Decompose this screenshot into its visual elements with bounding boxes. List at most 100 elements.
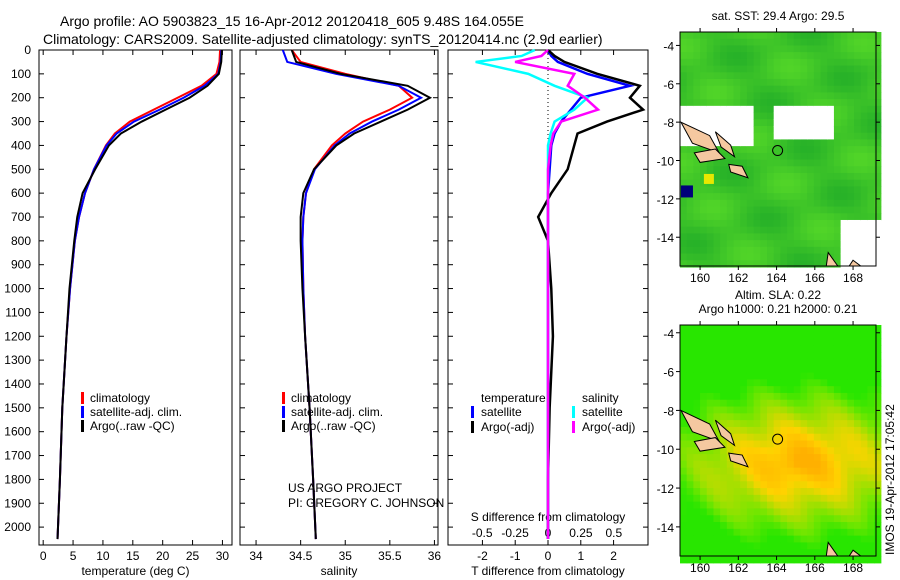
map-cell: [840, 352, 848, 360]
map-cell: [793, 379, 802, 387]
map-cell: [746, 172, 755, 181]
map-cell: [800, 454, 808, 462]
map-cell: [874, 85, 882, 94]
y-tick-label: 1000: [4, 282, 31, 296]
map-cell: [827, 119, 835, 127]
map-cell: [807, 331, 815, 340]
map-cell: [827, 379, 835, 387]
map-cell: [767, 179, 775, 188]
map-cell: [847, 179, 855, 188]
map-cell: [760, 65, 768, 73]
map-cell: [800, 125, 808, 134]
map-cell: [833, 515, 842, 523]
map-cell: [700, 372, 708, 380]
map-cell: [780, 219, 788, 228]
map-cell: [726, 132, 735, 141]
map-cell: [706, 454, 715, 462]
map-cell: [807, 226, 815, 234]
map-cell: [847, 159, 855, 167]
map-cell: [807, 260, 815, 268]
map-cell: [874, 481, 882, 489]
map-cell: [740, 260, 748, 268]
map-cell: [820, 132, 828, 141]
map-cell: [787, 125, 795, 134]
map-cell: [867, 379, 875, 387]
map-cell: [767, 399, 775, 408]
map-cell: [860, 474, 868, 482]
map-cell: [833, 413, 842, 421]
map-cell: [733, 501, 741, 510]
map-cell: [787, 433, 795, 442]
map-cell: [840, 528, 848, 537]
map-cell: [760, 467, 768, 476]
map-cell: [833, 78, 842, 87]
map-cell: [740, 206, 748, 214]
map-cell: [680, 460, 688, 469]
map-cell: [680, 99, 688, 107]
map-cell: [820, 146, 828, 154]
map-cell: [706, 549, 715, 557]
map-cell: [713, 426, 721, 435]
map-cell: [780, 45, 788, 53]
map-cell: [706, 501, 715, 510]
map-cell: [760, 119, 768, 127]
map-cell: [746, 186, 755, 194]
map-cell: [760, 365, 768, 374]
map-cell: [726, 386, 735, 394]
map-cell: [780, 260, 788, 268]
map-cell: [693, 233, 701, 241]
map-cell: [840, 119, 848, 127]
map-cell: [854, 549, 862, 557]
map-cell: [827, 99, 835, 107]
map-cell: [780, 240, 788, 248]
map-cell: [753, 92, 761, 100]
map-cell: [706, 112, 715, 120]
map-cell: [800, 226, 808, 234]
map-cell: [706, 556, 715, 564]
map-cell: [813, 186, 822, 194]
map-cell: [813, 399, 822, 408]
map-cell: [693, 99, 701, 107]
map-cell: [680, 447, 688, 455]
map-cell: [780, 338, 788, 346]
map-cell: [860, 365, 868, 374]
map-cell: [820, 186, 828, 194]
map-cell: [713, 345, 721, 353]
map-cell: [827, 372, 835, 380]
map-cell: [827, 246, 835, 255]
map-cell: [713, 52, 721, 60]
map-cell: [767, 152, 775, 161]
map-cell: [706, 32, 715, 40]
map-cell: [840, 112, 848, 120]
map-cell: [874, 325, 882, 333]
y-tick-label: 300: [11, 115, 31, 129]
map-cell: [746, 72, 755, 80]
map-cell: [746, 447, 755, 455]
map-cell: [787, 542, 795, 550]
map-cell: [767, 226, 775, 234]
map-cell: [800, 172, 808, 181]
map-cell: [680, 345, 688, 353]
map-cell: [693, 358, 701, 367]
lat-tick-label: -10: [657, 443, 675, 457]
map-cell: [773, 392, 781, 401]
map-cell: [740, 240, 748, 248]
map-cell: [807, 139, 815, 147]
map-cell: [713, 386, 721, 394]
map-cell: [874, 179, 882, 188]
map-cell: [700, 488, 708, 496]
map-cell: [686, 226, 694, 234]
map-cell: [746, 508, 755, 516]
map-cell: [700, 240, 708, 248]
map-cell: [793, 219, 802, 228]
map-cell: [706, 65, 715, 73]
map-cell: [813, 345, 822, 353]
map-cell: [793, 338, 802, 346]
map-cell: [787, 331, 795, 340]
map-cell: [706, 253, 715, 261]
map-cell: [820, 413, 828, 421]
map-cell: [833, 152, 842, 161]
map-cell: [773, 65, 781, 73]
map-cell: [746, 152, 755, 161]
map-cell: [820, 325, 828, 333]
